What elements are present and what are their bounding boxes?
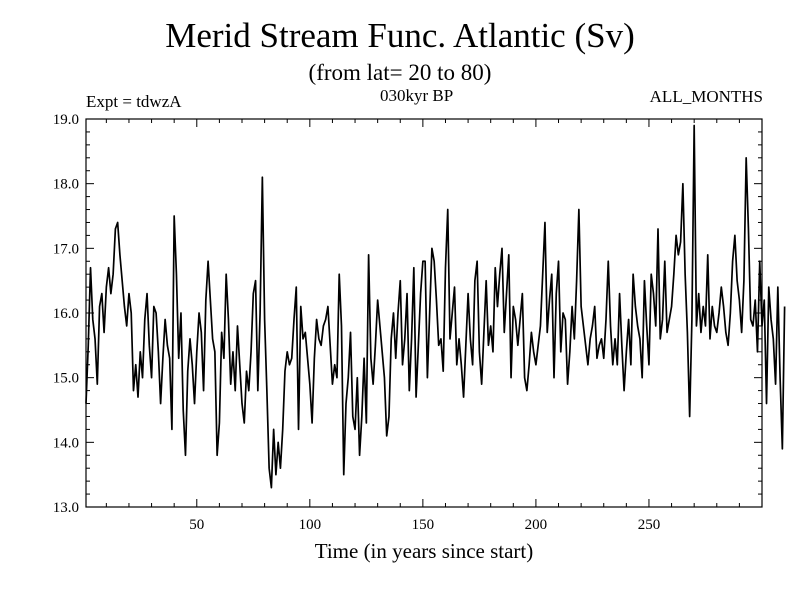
period-label: 030kyr BP [380, 86, 454, 105]
chart-subtitle: (from lat= 20 to 80) [308, 60, 492, 85]
x-axis-label: Time (in years since start) [315, 539, 534, 563]
x-tick-label: 250 [638, 517, 661, 533]
months-label: ALL_MONTHS [649, 87, 763, 106]
y-tick-label: 19.0 [53, 112, 79, 128]
y-tick-label: 14.0 [53, 435, 79, 451]
x-tick-label: 150 [412, 517, 435, 533]
series-lines [85, 124, 786, 489]
chart-title: Merid Stream Func. Atlantic (Sv) [165, 16, 635, 55]
x-tick-label: 50 [189, 517, 204, 533]
axis-ticks [86, 118, 763, 508]
y-tick-label: 18.0 [53, 177, 79, 193]
y-tick-label: 16.0 [53, 306, 79, 322]
series-line [85, 124, 786, 489]
y-tick-label: 17.0 [53, 241, 79, 257]
x-tick-label: 100 [299, 517, 322, 533]
axis-tick-labels: 13.0 14.0 15.0 16.0 17.0 18.0 19.0 50 100 150 200 2… [53, 112, 660, 533]
x-tick-label: 200 [525, 517, 548, 533]
y-tick-label: 13.0 [53, 500, 79, 516]
y-tick-label: 15.0 [53, 371, 79, 387]
experiment-label: Expt = tdwzA [86, 92, 182, 111]
plot-frame [85, 118, 763, 508]
